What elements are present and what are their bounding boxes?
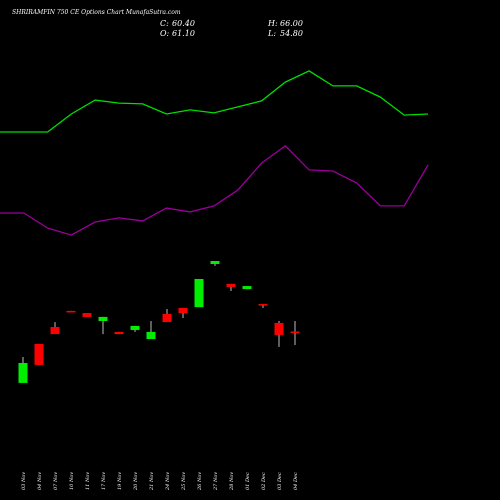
stat-value: 60.40 (172, 19, 195, 28)
candle-body (66, 310, 76, 313)
x-tick-label: 10 Nov (69, 472, 75, 490)
x-tick-label: 02 Dec (261, 472, 267, 490)
x-tick-label: 04 Dec (293, 472, 299, 490)
candle-body (98, 316, 108, 321)
candle-body (178, 307, 188, 314)
stat-value: 66.00 (280, 19, 303, 28)
candle-body (114, 331, 124, 335)
indicator-line (0, 145, 429, 236)
candle-body (290, 331, 300, 333)
stat-label: C: (160, 19, 169, 28)
x-tick-label: 01 Dec (245, 472, 251, 490)
stat-label: O: (160, 29, 170, 38)
stat-value: 61.10 (172, 29, 195, 38)
candle-body (242, 286, 252, 290)
x-tick-label: 11 Nov (85, 472, 91, 490)
candle-body (162, 313, 172, 323)
x-tick-label: 03 Dec (277, 472, 283, 490)
x-tick-label: 20 Nov (133, 472, 139, 491)
x-tick-label: 24 Nov (165, 472, 171, 491)
stat-label: L: (267, 29, 276, 38)
x-tick-label: 25 Nov (181, 472, 187, 491)
x-tick-label: 17 Nov (101, 472, 107, 490)
x-tick-label: 19 Nov (117, 472, 123, 490)
candle-body (274, 322, 284, 335)
x-tick-label: 04 Nov (37, 472, 43, 490)
x-tick-label: 27 Nov (213, 472, 219, 491)
candle-body (130, 325, 140, 330)
x-tick-label: 28 Nov (229, 472, 235, 491)
candle-body (34, 343, 44, 365)
candle-body (18, 363, 28, 383)
candle-body (258, 304, 268, 306)
candle-body (194, 279, 204, 308)
x-tick-label: 21 Nov (149, 472, 155, 491)
stat-label: H: (267, 19, 278, 28)
x-tick-label: 07 Nov (53, 472, 59, 490)
stat-value: 54.80 (280, 29, 303, 38)
x-tick-label: 26 Nov (197, 472, 203, 491)
candle-body (50, 327, 60, 335)
candle-body (210, 261, 220, 264)
indicator-line (0, 70, 429, 133)
candle-body (226, 283, 236, 287)
chart-title: SHRIRAMFIN 750 CE Options Chart MunafaSu… (12, 9, 181, 16)
candle-body (146, 331, 156, 339)
candle-body (82, 313, 92, 317)
x-tick-label: 03 Nov (21, 472, 27, 490)
